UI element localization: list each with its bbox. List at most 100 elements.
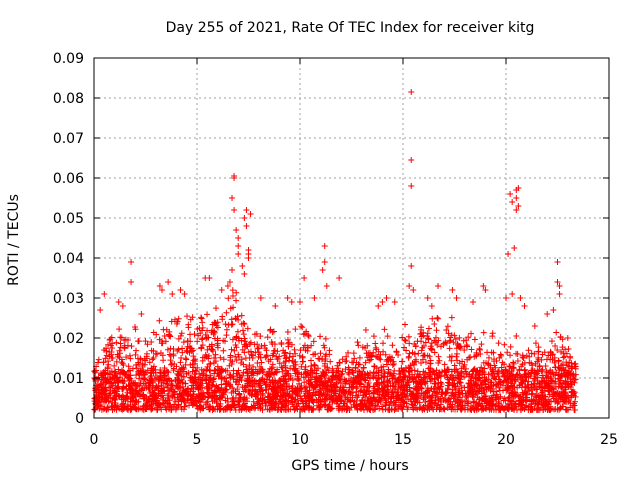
band-point xyxy=(468,346,475,353)
band-point xyxy=(539,351,546,358)
band-point xyxy=(124,401,131,408)
data-point xyxy=(503,295,509,301)
band-point xyxy=(103,348,110,355)
band-point xyxy=(443,371,450,378)
band-point xyxy=(472,375,479,382)
band-point xyxy=(243,398,250,405)
band-point xyxy=(209,382,216,389)
band-point xyxy=(495,373,502,380)
band-point xyxy=(450,406,457,413)
band-point xyxy=(240,327,247,334)
band-point xyxy=(534,377,541,384)
band-point xyxy=(171,316,178,323)
band-point xyxy=(321,401,328,408)
band-point xyxy=(457,398,464,405)
band-point xyxy=(487,396,494,403)
band-point xyxy=(168,406,175,413)
band-point xyxy=(334,362,341,369)
band-point xyxy=(166,328,173,335)
band-point xyxy=(547,349,554,356)
band-point xyxy=(232,353,239,360)
band-point xyxy=(409,360,416,367)
band-point xyxy=(351,355,358,362)
band-point xyxy=(510,364,517,371)
band-point xyxy=(241,343,248,350)
band-point xyxy=(481,374,488,381)
band-point xyxy=(182,380,189,387)
band-point xyxy=(185,391,192,398)
band-point xyxy=(465,334,472,341)
band-point xyxy=(529,390,536,397)
band-point xyxy=(482,393,489,400)
band-point xyxy=(217,354,224,361)
band-point xyxy=(461,346,468,353)
band-point xyxy=(187,338,194,345)
band-point xyxy=(204,311,211,318)
band-point xyxy=(445,330,452,337)
band-point xyxy=(91,406,98,413)
band-point xyxy=(547,356,554,363)
band-point xyxy=(385,369,392,376)
band-point xyxy=(393,348,400,355)
band-point xyxy=(328,383,335,390)
band-point xyxy=(181,403,188,410)
band-point xyxy=(563,359,570,366)
band-point xyxy=(311,361,318,368)
band-point xyxy=(441,361,448,368)
band-point xyxy=(370,369,377,376)
data-point xyxy=(406,283,413,289)
data-point xyxy=(301,275,308,281)
band-point xyxy=(448,314,455,321)
data-point xyxy=(177,287,184,293)
band-point xyxy=(251,391,258,398)
band-point xyxy=(223,332,230,339)
band-point xyxy=(475,388,482,395)
band-point xyxy=(498,364,505,371)
band-point xyxy=(258,359,265,366)
band-point xyxy=(526,353,533,360)
band-point xyxy=(272,400,279,407)
band-point xyxy=(323,385,330,392)
band-point xyxy=(205,352,212,359)
band-point xyxy=(355,342,362,349)
y-tick-label: 0.01 xyxy=(53,371,84,387)
band-point xyxy=(422,369,429,376)
band-point xyxy=(432,380,439,387)
band-point xyxy=(519,354,526,361)
band-point xyxy=(294,386,301,393)
band-point xyxy=(495,367,502,374)
band-point xyxy=(424,330,431,337)
band-point xyxy=(283,397,290,404)
band-point xyxy=(256,378,263,385)
band-point xyxy=(513,333,520,340)
data-points-layer xyxy=(91,89,579,413)
band-point xyxy=(420,405,427,412)
band-point xyxy=(386,377,393,384)
band-point xyxy=(337,380,344,387)
band-point xyxy=(520,355,527,362)
band-point xyxy=(477,367,484,374)
band-point xyxy=(222,386,229,393)
band-point xyxy=(203,399,210,406)
band-point xyxy=(353,403,360,410)
band-point xyxy=(372,340,379,347)
band-point xyxy=(161,332,168,339)
band-point xyxy=(218,374,225,381)
band-point xyxy=(490,406,497,413)
band-point xyxy=(474,402,481,409)
band-point xyxy=(292,396,299,403)
band-point xyxy=(229,321,236,328)
band-point xyxy=(152,351,159,358)
band-point xyxy=(265,358,272,365)
band-point xyxy=(324,364,331,371)
band-point xyxy=(230,373,237,380)
band-point xyxy=(446,345,453,352)
band-point xyxy=(275,355,282,362)
band-point xyxy=(271,386,278,393)
data-point xyxy=(513,195,520,201)
band-point xyxy=(240,320,247,327)
data-point xyxy=(128,279,135,285)
band-point xyxy=(509,380,516,387)
band-point xyxy=(324,388,331,395)
band-point xyxy=(487,401,494,408)
